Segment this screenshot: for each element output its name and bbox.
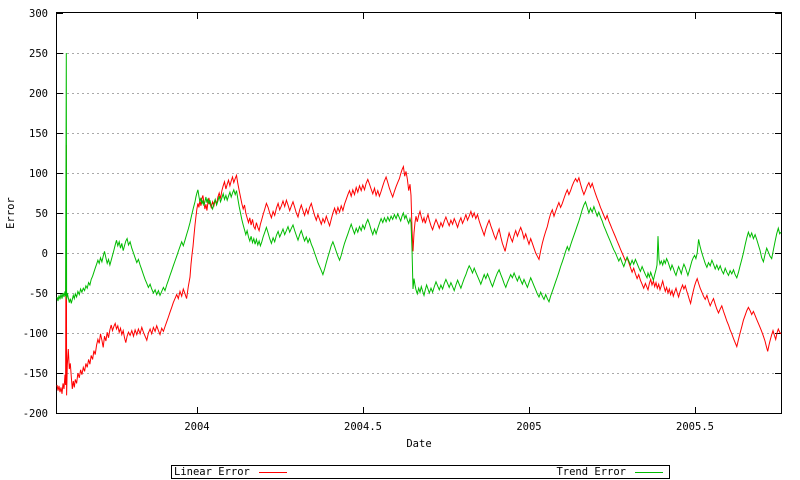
y-tick-label: 50 <box>35 208 48 220</box>
legend-entry-linear-error: Linear Error <box>174 465 287 478</box>
y-tick-label: 250 <box>29 48 48 60</box>
y-axis-label: Error <box>5 197 17 229</box>
y-tick-label: 100 <box>29 168 48 180</box>
trend-error-line <box>56 52 782 304</box>
legend-box: Linear Error Trend Error <box>171 465 670 479</box>
legend-line-sample-green <box>635 471 663 473</box>
y-tick-label: 150 <box>29 128 48 140</box>
y-tick-label: -200 <box>23 408 48 420</box>
x-tick-label: 2005 <box>516 421 541 433</box>
y-tick-label: -150 <box>23 368 48 380</box>
y-tick-label: -100 <box>23 328 48 340</box>
y-tick-label: -50 <box>29 288 48 300</box>
legend-label-linear-error: Linear Error <box>174 465 250 478</box>
x-tick-label: 2004 <box>184 421 209 433</box>
x-axis-label: Date <box>406 438 432 450</box>
y-tick-label: 300 <box>29 8 48 20</box>
legend-entry-trend-error: Trend Error <box>556 465 663 478</box>
y-tick-label: 0 <box>42 248 48 260</box>
x-tick-label: 2005.5 <box>676 421 714 433</box>
plot-border <box>56 12 782 414</box>
legend-line-sample-red <box>258 471 287 473</box>
legend-label-trend-error: Trend Error <box>556 465 626 478</box>
linear-error-line <box>56 144 782 396</box>
x-tick-label: 2004.5 <box>344 421 382 433</box>
y-tick-label: 200 <box>29 88 48 100</box>
